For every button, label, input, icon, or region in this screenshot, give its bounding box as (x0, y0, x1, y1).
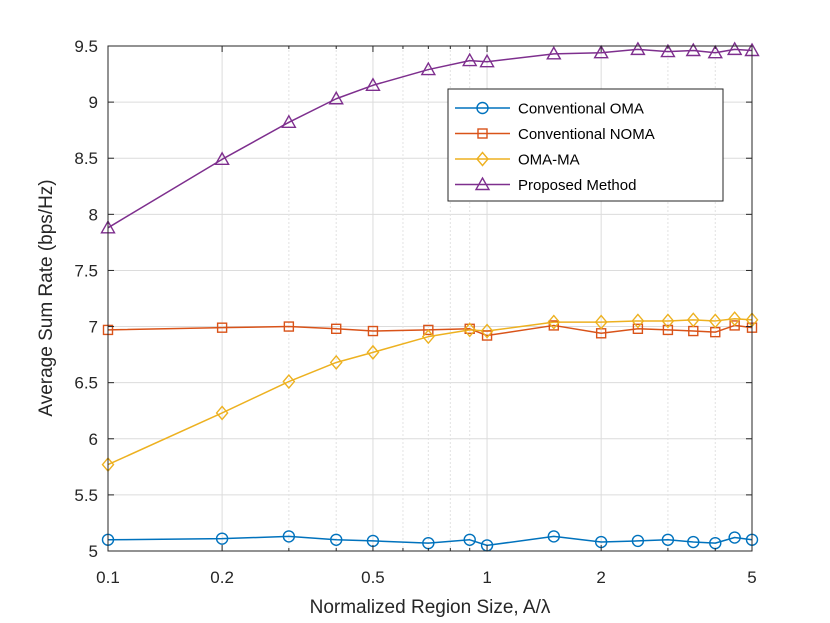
series-line-oma-ma (107, 317, 753, 466)
data-point-circle (661, 533, 675, 546)
data-point-triangle (462, 52, 478, 67)
data-point-circle (215, 532, 229, 545)
data-point-diamond (421, 329, 435, 345)
data-point-circle (728, 531, 741, 544)
x-tick-labels: 0.1 0.2 0.5 1 2 5 (96, 568, 757, 587)
data-point-diamond (282, 373, 296, 390)
x-axis-label: Normalized Region Size, A/λ (310, 597, 551, 618)
x-tick-label: 2 (596, 568, 605, 587)
data-point-diamond (329, 354, 343, 371)
data-point-square (632, 323, 644, 334)
y-tick-label: 8 (89, 205, 98, 224)
y-tick-labels: 5 5.5 6 6.5 7 7.5 8 8.5 9 9.5 (74, 37, 98, 561)
y-tick-label: 8.5 (74, 149, 98, 168)
axes-box (107, 45, 753, 552)
x-tick-label: 1 (482, 568, 491, 587)
data-point-triangle (546, 45, 562, 60)
data-point-triangle (479, 53, 495, 68)
data-point-diamond (708, 313, 722, 329)
data-point-triangle (474, 176, 491, 191)
data-point-square (367, 325, 379, 337)
data-point-circle (631, 534, 645, 548)
y-tick-label: 5 (89, 542, 98, 561)
x-tick-label: 0.1 (96, 568, 120, 587)
data-point-circle (476, 101, 489, 115)
data-point-triangle (214, 151, 230, 166)
data-point-triangle (593, 44, 609, 59)
y-tick-label: 7.5 (74, 261, 98, 280)
data-point-diamond (215, 405, 229, 421)
series-line-conventional-noma (107, 324, 753, 337)
data-point-triangle (365, 77, 381, 91)
y-tick-label: 6 (89, 430, 98, 449)
data-point-circle (547, 530, 561, 543)
data-point-square (477, 128, 488, 139)
data-point-triangle (328, 90, 344, 105)
data-point-triangle (660, 43, 676, 58)
grid-lines (108, 46, 752, 551)
data-point-square (481, 330, 493, 341)
data-point-diamond (594, 314, 608, 330)
data-point-diamond (686, 312, 700, 328)
x-tick-label: 0.2 (210, 568, 234, 587)
data-point-circle (463, 533, 476, 546)
data-point-triangle (685, 42, 701, 57)
data-point-diamond (547, 314, 561, 330)
y-tick-label: 5.5 (74, 486, 98, 505)
data-point-diamond (366, 344, 380, 360)
data-point-diamond (463, 322, 477, 338)
x-tick-label: 0.5 (361, 568, 385, 587)
y-tick-label: 9.5 (74, 37, 98, 56)
data-point-square (423, 324, 434, 336)
legend-label: Conventional OMA (518, 101, 644, 118)
data-point-diamond (661, 313, 675, 329)
data-point-triangle (726, 41, 743, 56)
data-point-triangle (281, 114, 297, 129)
data-point-diamond (480, 323, 494, 339)
data-point-square (729, 320, 740, 331)
data-point-circle (282, 530, 296, 543)
data-point-square (331, 323, 342, 334)
data-point-square (548, 320, 560, 331)
data-point-triangle (420, 61, 437, 76)
series-line-conventional-oma (107, 535, 753, 547)
legend-label: Conventional NOMA (518, 126, 655, 143)
series-line-proposed-method (107, 48, 753, 229)
data-point-square (216, 322, 228, 333)
data-point-triangle (630, 41, 646, 56)
data-point-circle (330, 533, 343, 546)
legend-label: OMA-MA (518, 152, 580, 169)
data-point-circle (687, 535, 700, 549)
data-point-square (283, 321, 295, 332)
y-tick-label: 9 (89, 93, 98, 112)
data-point-diamond (631, 313, 645, 329)
y-axis-label: Average Sum Rate (bps/Hz) (36, 179, 57, 416)
axis-ticks (108, 45, 752, 552)
data-point-triangle (707, 44, 723, 59)
y-tick-label: 6.5 (74, 374, 98, 393)
legend: Conventional OMA Conventional NOMA OMA-MA P… (447, 88, 724, 202)
y-tick-label: 7 (89, 318, 98, 337)
data-point-diamond (476, 151, 489, 167)
legend-label: Proposed Method (518, 177, 636, 194)
x-tick-label: 5 (747, 568, 756, 587)
data-point-diamond (728, 311, 742, 327)
data-point-square (662, 324, 674, 336)
series-lines (107, 48, 753, 547)
